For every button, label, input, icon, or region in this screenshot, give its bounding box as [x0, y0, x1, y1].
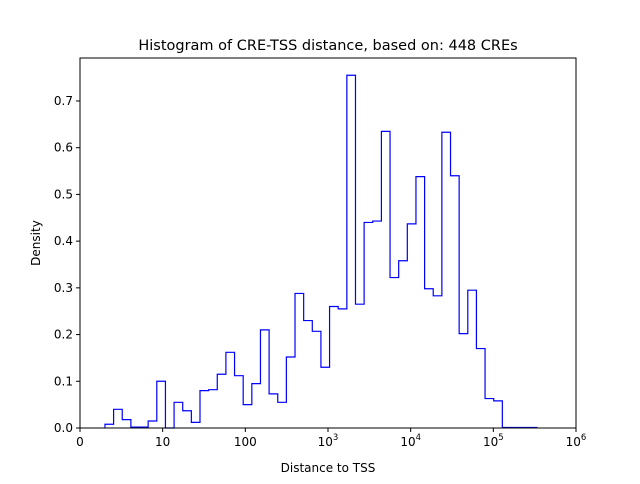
histogram-bin	[269, 394, 278, 428]
histogram-bin	[174, 402, 183, 428]
histogram-bin	[364, 222, 373, 428]
histogram-bin	[355, 304, 364, 428]
chart-title: Histogram of CRE-TSS distance, based on:…	[138, 38, 517, 54]
histogram-bin	[399, 261, 408, 428]
histogram-bin	[433, 296, 442, 428]
x-tick-label: 104	[400, 433, 421, 449]
x-tick-label: 105	[483, 433, 504, 449]
x-tick-label: 0	[76, 435, 84, 449]
histogram-bin	[260, 330, 269, 428]
histogram-bin	[451, 176, 460, 428]
histogram-bin	[295, 293, 304, 428]
x-tick-label: 106	[566, 433, 587, 449]
histogram-bin	[468, 290, 477, 428]
x-axis: 0 10 100 103 104 105 106	[76, 428, 586, 449]
histogram-bin	[148, 421, 157, 428]
y-tick-label: 0.5	[54, 187, 73, 201]
x-tick-label: 103	[318, 433, 339, 449]
histogram-bin	[226, 352, 235, 428]
histogram-bin	[304, 321, 313, 428]
histogram-bin	[286, 357, 295, 428]
histogram-bin	[114, 409, 123, 428]
histogram-bin	[425, 289, 434, 428]
histogram-bin	[235, 376, 244, 428]
y-tick-label: 0.1	[54, 374, 73, 388]
histogram-bin	[312, 331, 321, 428]
histogram-bin	[407, 224, 416, 428]
histogram-bin	[278, 402, 287, 428]
histogram-bin	[330, 307, 339, 428]
y-tick-label: 0.7	[54, 94, 73, 108]
histogram-bin	[442, 132, 451, 428]
histogram-bin	[243, 405, 252, 428]
histogram-bin	[183, 411, 192, 428]
y-tick-label: 0.4	[54, 234, 73, 248]
histogram-bin	[321, 367, 330, 428]
histogram-bin	[347, 75, 356, 428]
histogram-bin	[252, 384, 261, 428]
histogram-bin	[217, 374, 226, 428]
y-tick-label: 0.0	[54, 421, 73, 435]
histogram-bin	[122, 420, 131, 428]
x-tick-label: 100	[234, 435, 257, 449]
histogram-bin	[459, 334, 468, 428]
histogram-bin	[476, 349, 485, 428]
y-axis-label: Density	[29, 220, 43, 266]
y-tick-label: 0.2	[54, 328, 73, 342]
histogram-bin	[191, 422, 200, 428]
y-tick-label: 0.3	[54, 281, 73, 295]
histogram-bin	[157, 381, 166, 428]
histogram-bin	[200, 391, 209, 428]
x-tick-label: 10	[155, 435, 170, 449]
y-axis: 0.0 0.1 0.2 0.3 0.4 0.5 0.6 0.7	[54, 94, 80, 435]
y-tick-label: 0.6	[54, 141, 73, 155]
histogram-bin	[209, 390, 218, 428]
histogram-bin	[373, 221, 382, 428]
x-axis-label: Distance to TSS	[281, 461, 376, 475]
histogram-bin	[485, 399, 494, 428]
histogram-bin	[381, 131, 390, 428]
plot-area	[105, 75, 537, 428]
histogram-bin	[390, 278, 399, 428]
histogram-bin	[494, 401, 503, 428]
histogram-bin	[338, 309, 347, 428]
histogram-bin	[416, 177, 425, 428]
